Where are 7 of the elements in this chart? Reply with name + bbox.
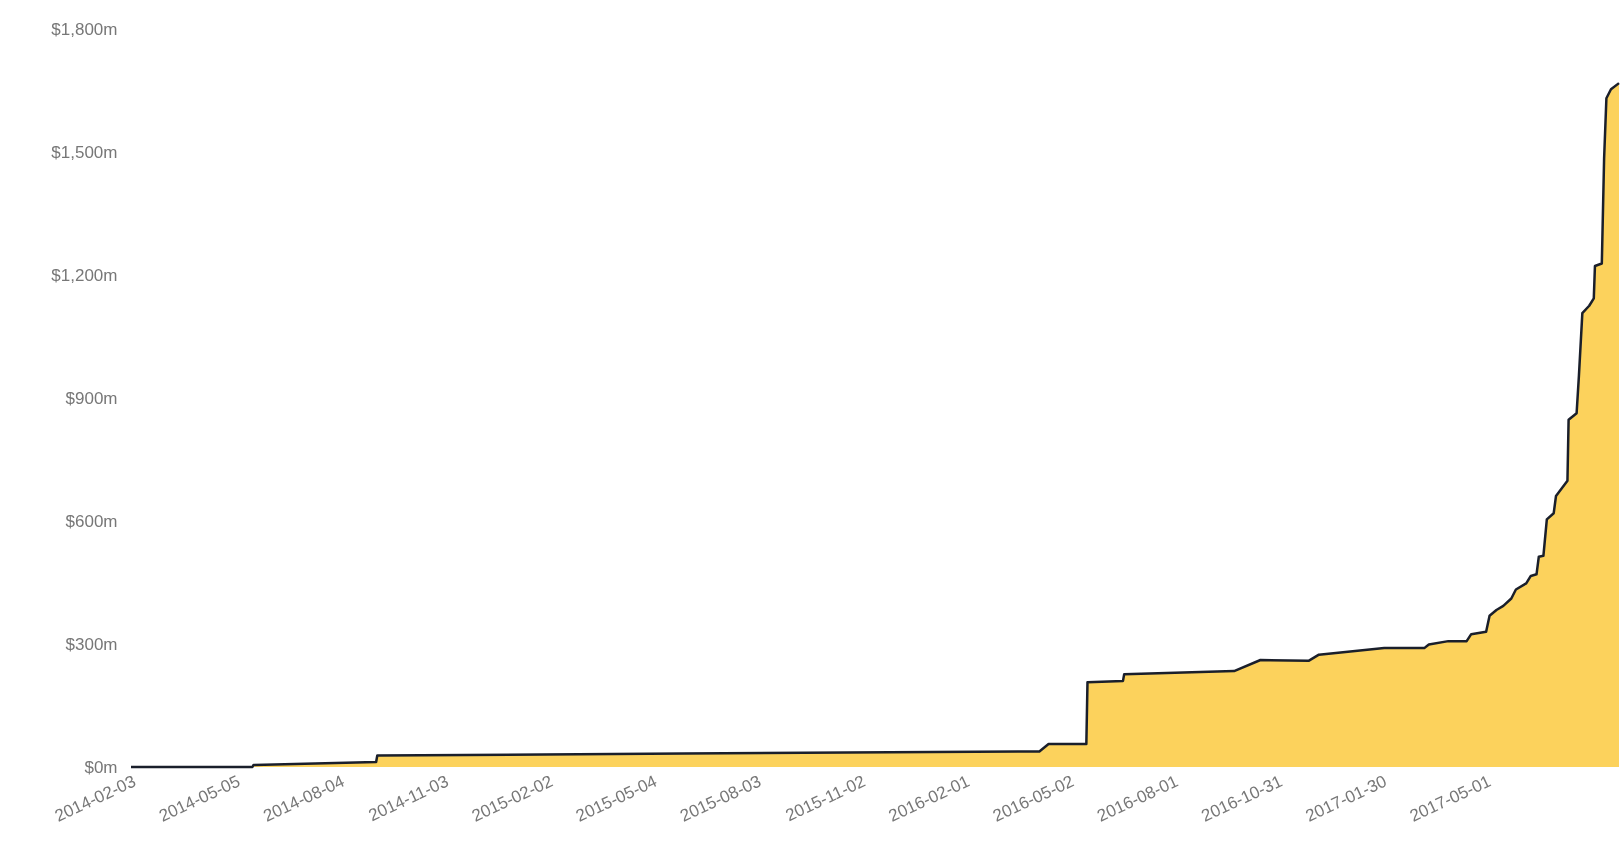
- y-tick-label: $1,200m: [51, 265, 118, 285]
- y-tick-label: $600m: [65, 511, 118, 531]
- y-tick-label: $900m: [65, 388, 118, 408]
- y-tick-label: $1,800m: [51, 19, 118, 39]
- y-tick-label: $1,500m: [51, 142, 118, 162]
- y-tick-label: $300m: [65, 634, 118, 654]
- y-tick-label: $0m: [84, 757, 118, 777]
